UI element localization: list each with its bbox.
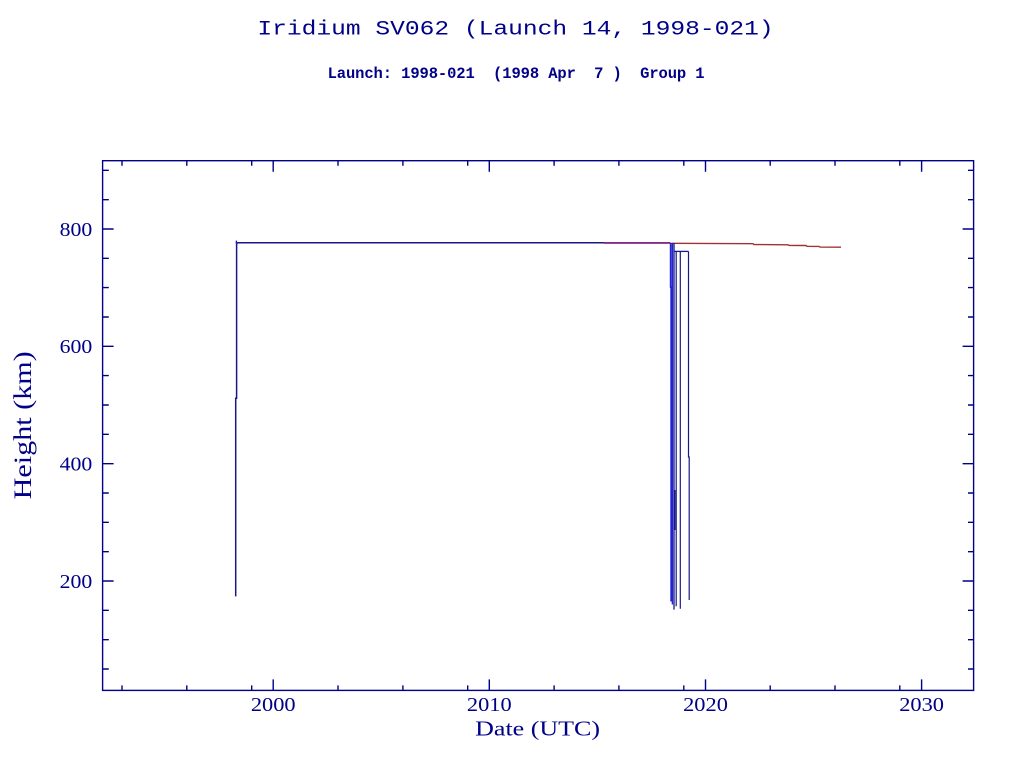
svg-text:2030: 2030 <box>899 693 944 716</box>
svg-text:800: 800 <box>60 218 93 241</box>
svg-text:400: 400 <box>60 452 93 475</box>
svg-text:Date (UTC): Date (UTC) <box>475 718 600 741</box>
svg-text:Iridium SV062 (Launch 14, 1998: Iridium SV062 (Launch 14, 1998-021) <box>257 17 773 41</box>
svg-text:600: 600 <box>60 335 93 358</box>
svg-text:200: 200 <box>60 570 93 593</box>
svg-text:2000: 2000 <box>251 693 296 716</box>
svg-text:2010: 2010 <box>467 693 512 716</box>
svg-text:Launch: 1998-021 (1998 Apr 7: Launch: 1998-021 (1998 Apr 7 ) Group 1 <box>328 65 705 83</box>
svg-text:Height (km): Height (km) <box>9 351 37 499</box>
svg-text:2020: 2020 <box>683 693 728 716</box>
